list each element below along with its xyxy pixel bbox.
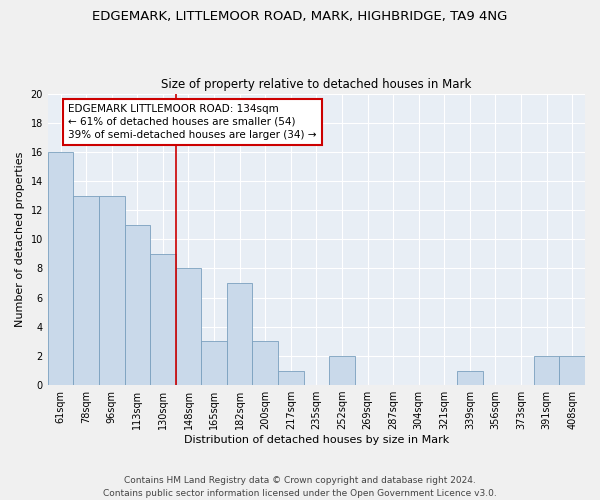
Bar: [457, 370, 482, 385]
Bar: [176, 268, 201, 385]
Bar: [73, 196, 99, 385]
Bar: [278, 370, 304, 385]
Bar: [99, 196, 125, 385]
Bar: [125, 224, 150, 385]
Text: EDGEMARK, LITTLEMOOR ROAD, MARK, HIGHBRIDGE, TA9 4NG: EDGEMARK, LITTLEMOOR ROAD, MARK, HIGHBRI…: [92, 10, 508, 23]
Bar: [150, 254, 176, 385]
Bar: [201, 342, 227, 385]
Title: Size of property relative to detached houses in Mark: Size of property relative to detached ho…: [161, 78, 472, 91]
Text: EDGEMARK LITTLEMOOR ROAD: 134sqm
← 61% of detached houses are smaller (54)
39% o: EDGEMARK LITTLEMOOR ROAD: 134sqm ← 61% o…: [68, 104, 317, 140]
Bar: [534, 356, 559, 385]
Y-axis label: Number of detached properties: Number of detached properties: [15, 152, 25, 327]
Text: Contains HM Land Registry data © Crown copyright and database right 2024.
Contai: Contains HM Land Registry data © Crown c…: [103, 476, 497, 498]
Bar: [227, 283, 253, 385]
Bar: [559, 356, 585, 385]
Bar: [253, 342, 278, 385]
X-axis label: Distribution of detached houses by size in Mark: Distribution of detached houses by size …: [184, 435, 449, 445]
Bar: [329, 356, 355, 385]
Bar: [48, 152, 73, 385]
